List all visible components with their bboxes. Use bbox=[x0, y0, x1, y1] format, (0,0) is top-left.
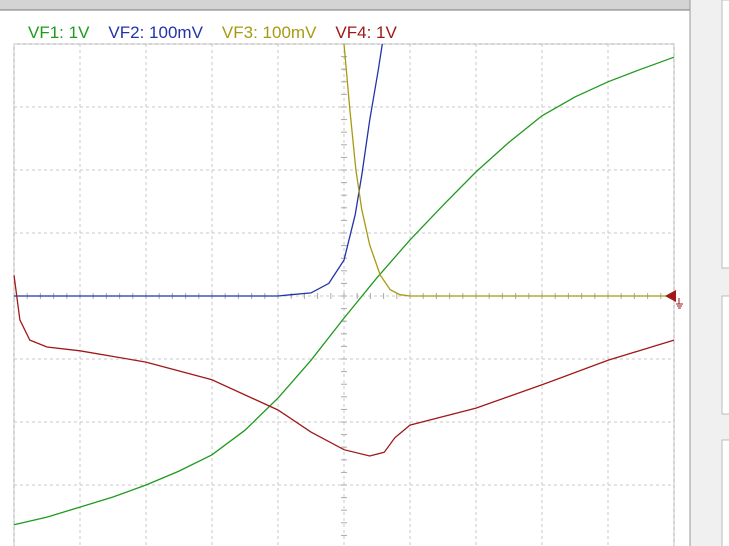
legend-entry: VF4: 1V bbox=[335, 23, 397, 42]
trigger-marker bbox=[665, 290, 676, 302]
trace bbox=[343, 43, 674, 297]
legend-entry: VF3: 100mV bbox=[222, 23, 317, 42]
panel-box[interactable] bbox=[721, 295, 729, 415]
trace bbox=[13, 275, 675, 457]
panel-box[interactable] bbox=[721, 439, 729, 546]
ground-marker bbox=[676, 298, 683, 309]
panel-box[interactable] bbox=[721, 0, 729, 269]
trace bbox=[13, 56, 675, 526]
legend-entry: VF1: 1V bbox=[28, 23, 90, 42]
legend-entry: VF2: 100mV bbox=[108, 23, 203, 42]
trace bbox=[14, 43, 383, 297]
top-bar bbox=[0, 0, 700, 10]
